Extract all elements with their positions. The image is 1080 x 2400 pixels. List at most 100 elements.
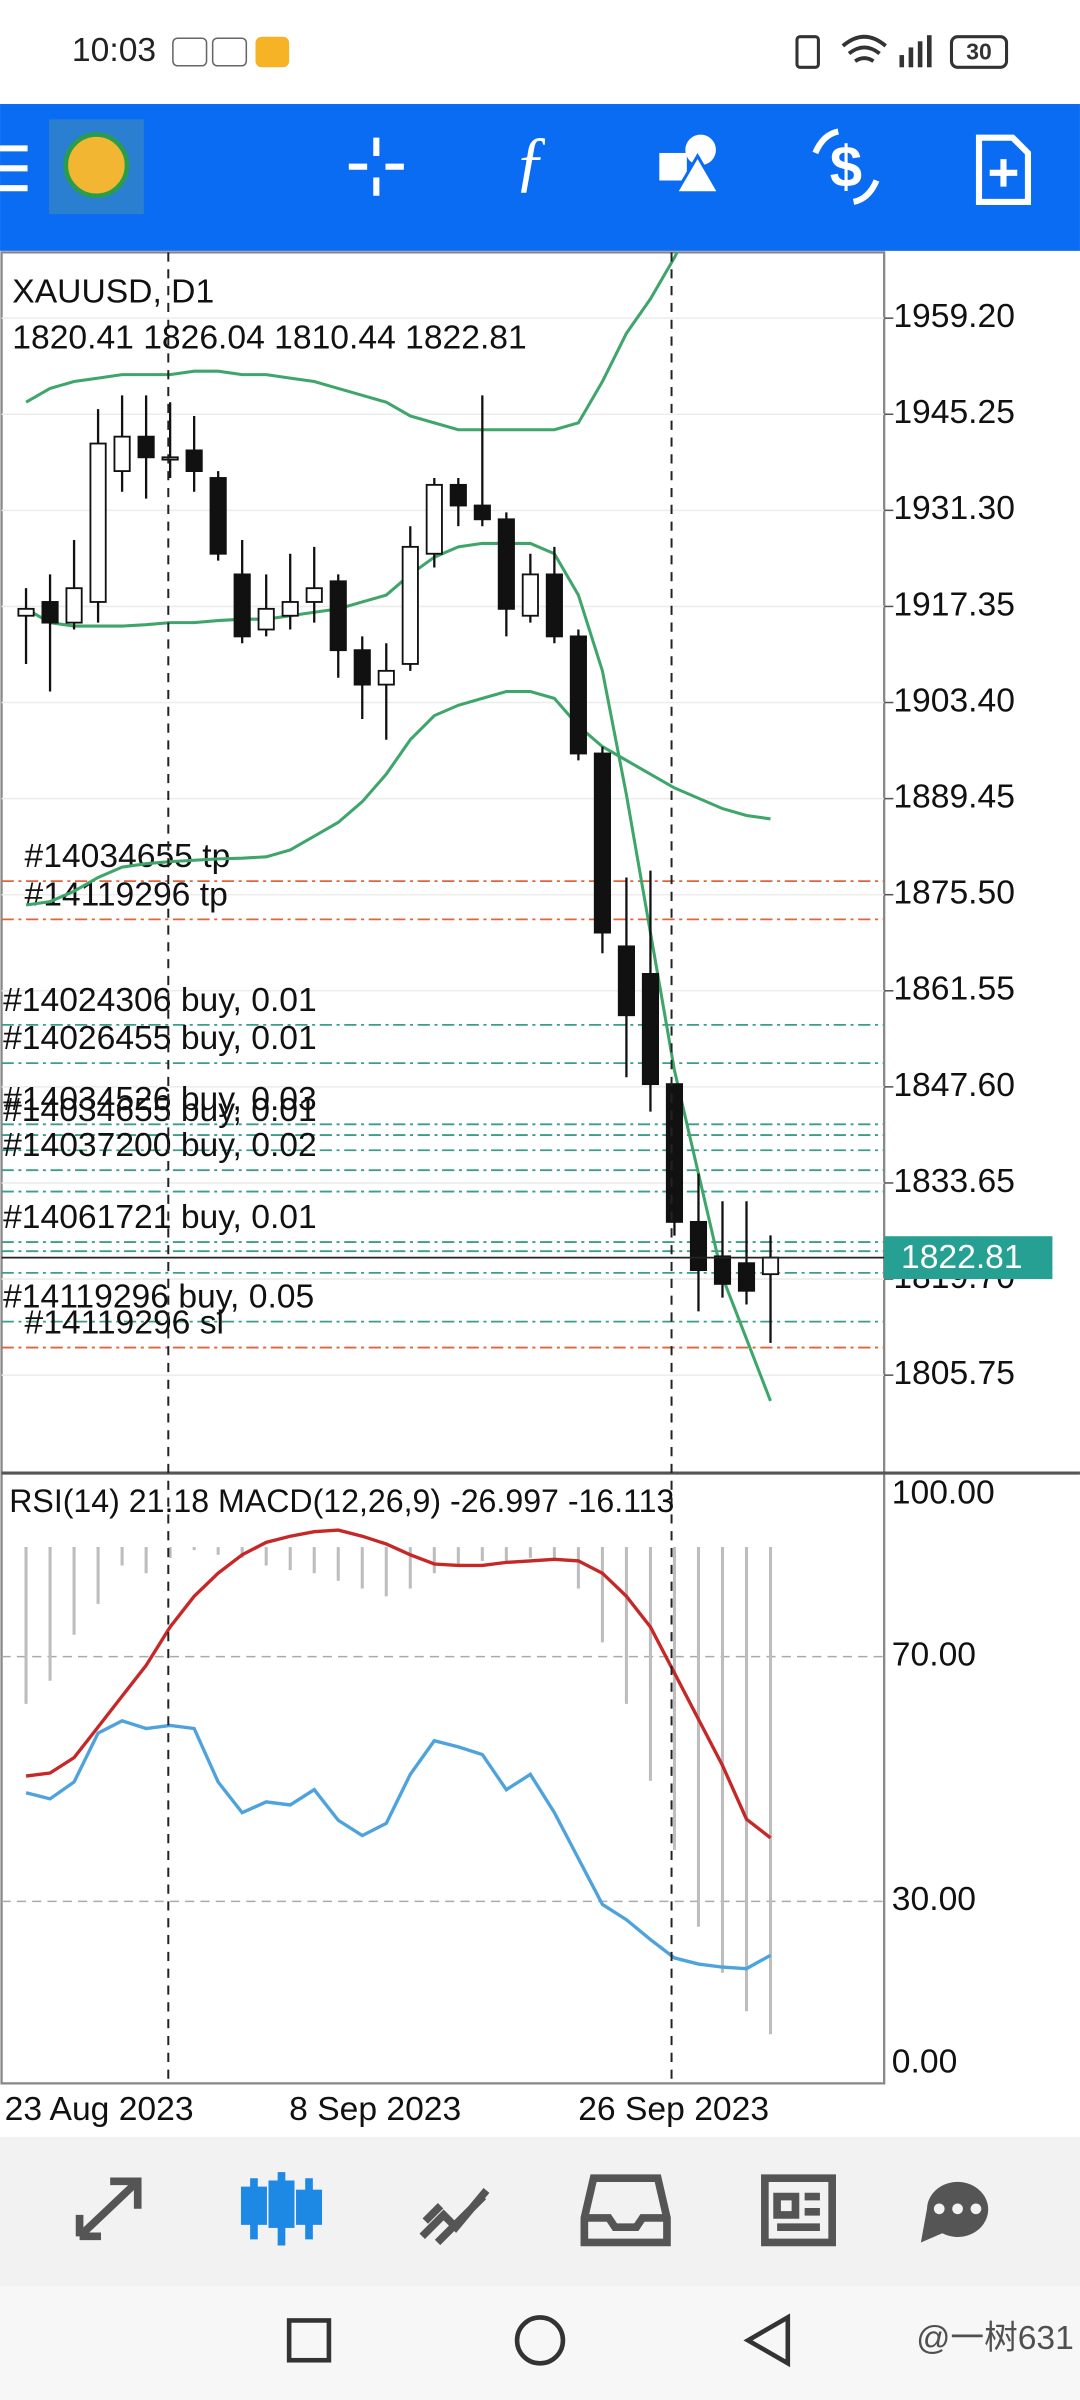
news-tab[interactable] — [761, 2174, 836, 2247]
clock: 10:03 — [72, 32, 156, 69]
y-tick-label: 1931.30 — [893, 490, 1015, 527]
candle-body — [89, 442, 107, 603]
candle-body — [41, 601, 59, 624]
x-tick-label: 23 Aug 2023 — [5, 2091, 194, 2128]
candle-body — [209, 477, 227, 555]
symbol: XAUUSD, D1 — [12, 274, 214, 311]
candle-body — [641, 972, 660, 1086]
back-button[interactable] — [743, 2313, 791, 2368]
order-label: #14119296 sl — [25, 1305, 225, 1342]
order-label: #14034655 tp — [25, 838, 231, 875]
candle-body — [137, 435, 155, 459]
candle-body — [449, 483, 467, 507]
system-nav — [0, 2286, 1080, 2400]
y-tick-label: 30.00 — [892, 1881, 976, 1918]
toolbar-icons: ƒ $ — [0, 119, 1032, 215]
candle-body — [737, 1262, 756, 1292]
band-upper — [25, 252, 679, 432]
order-label: #14034526 buy, 0.03 — [3, 1081, 317, 1118]
x-tick-label: 26 Sep 2023 — [578, 2091, 769, 2128]
quotes-tab[interactable] — [75, 2177, 142, 2241]
ohlc: 1820.41 1826.04 1810.44 1822.81 — [12, 319, 526, 356]
indicators-button[interactable]: ƒ — [514, 124, 548, 199]
candle-body — [593, 752, 611, 934]
indicator-panel — [1, 1528, 885, 2035]
x-tick-label: 8 Sep 2023 — [289, 2091, 461, 2128]
band-lower — [25, 689, 771, 907]
order-label: #14061721 buy, 0.01 — [3, 1199, 317, 1236]
new-order-button[interactable] — [975, 134, 1032, 205]
y-tick-label: 100.00 — [892, 1474, 995, 1511]
candle-body — [761, 1256, 780, 1276]
y-tick-label: 1903.40 — [893, 682, 1015, 719]
candle-body — [329, 580, 347, 652]
watermark: @一树631 — [916, 2319, 1074, 2357]
chart-tab[interactable] — [240, 2172, 323, 2246]
price-axis: 1959.20 1945.25 1931.30 1917.35 1903.40 1889.… — [884, 298, 1015, 1392]
y-tick-label: 1861.55 — [893, 971, 1015, 1008]
recents-button[interactable] — [286, 2318, 332, 2363]
candle-body — [185, 449, 203, 473]
period-separator — [167, 252, 673, 2084]
order-label: #14024306 buy, 0.01 — [3, 982, 317, 1019]
main-panel: #14034655 tp#14119296 tp #14024306 buy, 0… — [1, 252, 885, 1402]
candle-body — [617, 945, 635, 1017]
indicator-title: RSI(14) 21.18 MACD(12,26,9) -26.997 -16.… — [9, 1483, 674, 1519]
order-label: #14034655 buy, 0.01 — [3, 1092, 317, 1129]
candle-body — [713, 1255, 732, 1285]
candle-body — [569, 635, 587, 755]
candle-body — [257, 607, 275, 631]
candle-body — [665, 1083, 684, 1223]
band-middle — [25, 541, 772, 1402]
candle-body — [353, 649, 371, 686]
order-label: #14119296 buy, 0.05 — [3, 1279, 314, 1316]
status-icons — [172, 34, 1009, 69]
y-tick-label: 1833.65 — [893, 1163, 1015, 1200]
candle-body — [113, 435, 131, 473]
y-tick-label: 1959.20 — [893, 298, 1015, 335]
history-tab[interactable] — [580, 2174, 671, 2247]
candle-body — [545, 573, 563, 638]
candle-body — [161, 456, 179, 461]
candle-body — [233, 573, 251, 638]
y-tick-label: 1805.75 — [893, 1355, 1015, 1392]
trade-button[interactable]: $ — [812, 128, 880, 205]
candle-body — [401, 545, 419, 665]
order-label: #14026455 buy, 0.01 — [3, 1020, 317, 1057]
system-buttons — [286, 2313, 791, 2368]
chart-frame — [0, 251, 886, 2085]
candle-body — [521, 573, 539, 617]
svg-text:$: $ — [830, 135, 862, 200]
current-price-box — [884, 1236, 1053, 1280]
order-label: #14119296 tp — [25, 876, 228, 913]
toolbar — [0, 104, 1080, 251]
candle-body — [497, 518, 515, 610]
y-tick-label: 70.00 — [892, 1636, 976, 1673]
objects-button[interactable] — [659, 134, 722, 195]
trade-tab[interactable] — [419, 2187, 490, 2246]
rsi-line — [25, 1719, 772, 1971]
y-tick-label: 1875.50 — [893, 875, 1015, 912]
bottom-nav-icons — [75, 2172, 989, 2247]
battery-level: 30 — [966, 39, 992, 65]
y-tick-label: 1889.45 — [893, 779, 1015, 816]
candle-body — [473, 504, 491, 521]
signal-line — [25, 1528, 772, 1840]
grid — [1, 317, 885, 1376]
order-label: #14037200 buy, 0.02 — [3, 1127, 317, 1164]
crosshair-button[interactable] — [348, 137, 404, 196]
y-tick-label: 1945.25 — [893, 394, 1015, 431]
candle-body — [377, 669, 395, 686]
candle-body — [281, 601, 299, 617]
y-tick-label: 1917.35 — [893, 586, 1015, 623]
candle-body — [305, 587, 323, 603]
bottom-nav — [0, 2136, 1080, 2287]
home-button[interactable] — [514, 2315, 566, 2366]
candle-body — [65, 587, 83, 624]
current-price-label: 1822.81 — [901, 1239, 1023, 1276]
candle-body — [689, 1220, 708, 1272]
candle-body — [17, 607, 35, 617]
menu-button[interactable] — [0, 145, 28, 192]
y-tick-label: 1847.60 — [893, 1067, 1015, 1104]
